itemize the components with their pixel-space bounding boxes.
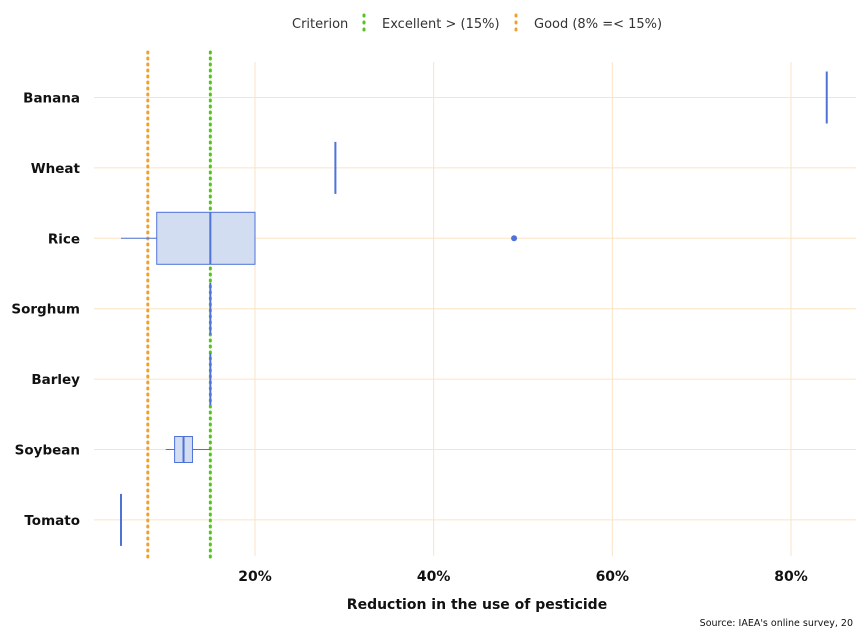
x-tick-label: 80% bbox=[774, 569, 808, 585]
y-category-label: Tomato bbox=[24, 513, 80, 529]
outlier-point bbox=[511, 235, 518, 242]
x-tick-label: 20% bbox=[238, 569, 272, 585]
x-tick-label: 60% bbox=[596, 569, 630, 585]
y-category-label: Wheat bbox=[31, 161, 81, 177]
x-axis-title: Reduction in the use of pesticide bbox=[347, 597, 607, 613]
axis-labels: 20% 40% 60% 80% Banana Wheat Rice Sorghum Barley… bbox=[11, 91, 807, 586]
legend: Criterion Excellent > (15%) Good (8% =< 1… bbox=[292, 13, 662, 36]
boxes bbox=[120, 71, 828, 546]
grid-lines bbox=[94, 62, 856, 556]
y-category-label: Soybean bbox=[15, 443, 80, 459]
legend-title: Criterion bbox=[292, 17, 348, 32]
x-tick-label: 40% bbox=[417, 569, 451, 585]
y-category-label: Barley bbox=[31, 372, 80, 388]
y-category-label: Rice bbox=[48, 231, 80, 247]
source-note: Source: IAEA's online survey, 20 bbox=[700, 618, 853, 628]
legend-label: Good (8% =< 15%) bbox=[534, 17, 662, 32]
legend-label: Excellent > (15%) bbox=[382, 17, 500, 32]
y-category-label: Sorghum bbox=[11, 302, 80, 318]
y-category-label: Banana bbox=[23, 91, 80, 107]
reference-lines bbox=[146, 50, 212, 564]
box bbox=[156, 211, 256, 265]
